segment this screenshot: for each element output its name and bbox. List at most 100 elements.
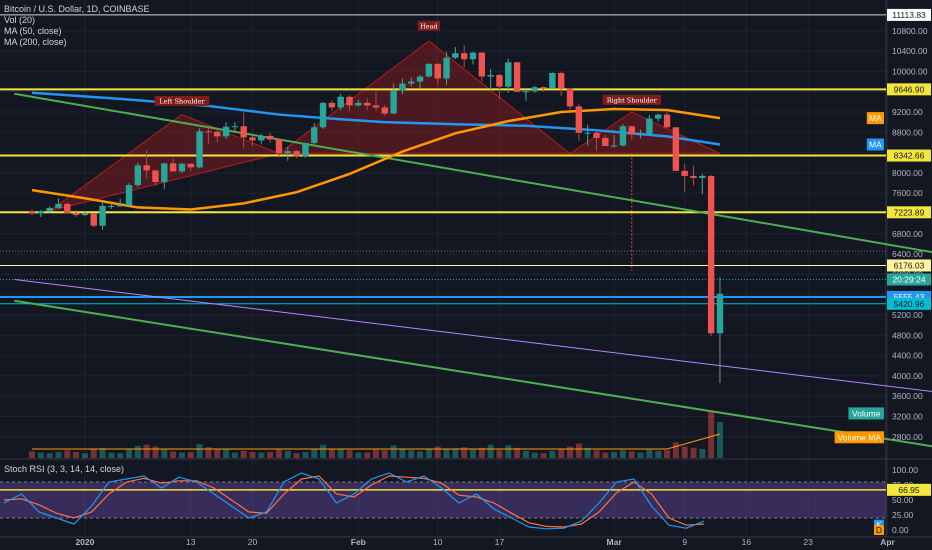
price-tag-label: 9646.90 <box>894 84 925 94</box>
candle <box>610 145 618 147</box>
volume-bar <box>372 449 379 458</box>
candle <box>205 131 212 133</box>
candle <box>399 83 406 91</box>
volume-bar <box>390 445 397 458</box>
volume-bar <box>452 448 459 458</box>
volume-bar <box>108 452 115 458</box>
candle <box>311 127 318 143</box>
candle <box>152 170 159 183</box>
price-axis-label: 7600.00 <box>892 188 923 198</box>
candle <box>602 137 609 147</box>
volume-bar <box>443 449 450 458</box>
series-tag-label: Volume MA <box>838 432 882 442</box>
candle <box>390 90 397 114</box>
volume-bar <box>575 443 582 458</box>
stoch-series-tag <box>874 525 884 535</box>
candle <box>196 131 203 168</box>
volume-bar <box>161 449 168 458</box>
candle <box>90 213 97 226</box>
stoch-k-line <box>3 472 705 530</box>
candle <box>240 126 247 138</box>
ma200-legend: MA (200, close) <box>4 37 67 47</box>
volume-bar <box>664 450 671 458</box>
candle <box>214 131 221 137</box>
volume-bar <box>514 447 521 458</box>
candle <box>575 106 583 133</box>
volume-bar <box>320 444 327 458</box>
candle <box>434 63 441 79</box>
candle <box>584 132 591 134</box>
stoch-axis-label: 25.00 <box>892 510 914 520</box>
volume-bar <box>716 422 723 458</box>
price-tag <box>887 83 931 96</box>
volume-bar <box>381 450 388 458</box>
price-tag-label: 5555.43 <box>894 292 925 302</box>
volume-bar <box>690 447 697 458</box>
candle <box>328 102 336 108</box>
volume-bar <box>275 449 282 458</box>
stoch-tag <box>887 483 931 496</box>
volume-bar <box>205 447 212 458</box>
candle <box>355 102 362 106</box>
candle <box>55 203 62 208</box>
volume-bar <box>619 450 626 458</box>
candle <box>28 211 36 214</box>
candle <box>496 74 503 87</box>
volume-bar <box>99 447 106 458</box>
price-tag <box>887 259 931 272</box>
volume-bar <box>187 452 194 458</box>
left-shoulder-label-text: Left Shoulder <box>159 97 205 105</box>
volume-bar <box>293 453 300 458</box>
candle <box>169 163 177 172</box>
candle <box>531 87 538 92</box>
trend-line-green_lower <box>14 299 932 448</box>
volume-bar <box>584 447 591 458</box>
stoch-band <box>0 482 886 518</box>
price-axis-label: 6400.00 <box>892 249 923 259</box>
price-tag <box>887 273 931 286</box>
stoch-axis-label: 0.00 <box>892 525 909 535</box>
price-axis-label: 3200.00 <box>892 411 923 421</box>
volume-bar <box>628 451 635 458</box>
price-tag <box>887 8 931 21</box>
time-axis-label: 10 <box>433 537 443 547</box>
price-axis-label: 3600.00 <box>892 391 923 401</box>
candle <box>646 118 653 135</box>
candle <box>505 62 512 87</box>
right-shoulder-shape <box>568 111 721 155</box>
volume-legend: Vol (20) <box>4 15 36 25</box>
time-axis-label: 16 <box>742 537 752 547</box>
volume-bar <box>470 449 476 458</box>
candle <box>72 213 80 216</box>
volume-bar <box>567 446 574 458</box>
series-tag <box>848 407 884 420</box>
candle <box>655 114 662 119</box>
candle <box>699 175 706 178</box>
volume-bar <box>196 444 203 458</box>
volume-bar <box>355 452 362 458</box>
candle <box>707 175 715 334</box>
volume-bar <box>258 452 265 458</box>
candle <box>81 213 89 216</box>
price-axis-label: 8800.00 <box>892 127 923 137</box>
candle <box>275 139 283 154</box>
volume-bar <box>699 449 706 458</box>
volume-bar <box>73 452 80 458</box>
candle <box>134 165 142 186</box>
price-tag-label: 6176.03 <box>894 260 925 270</box>
left-shoulder-label: Left Shoulder <box>154 95 210 106</box>
price-tag-label: 20:29:24 <box>892 274 925 284</box>
price-tag-label: 7223.89 <box>894 207 925 217</box>
ma50-line <box>31 107 721 211</box>
volume-bar <box>364 452 371 458</box>
candle <box>258 135 265 141</box>
candle <box>716 293 724 334</box>
volume-bar <box>505 445 512 458</box>
time-axis-label: 20 <box>248 537 258 547</box>
time-axis-label: Feb <box>351 537 366 547</box>
candle <box>443 57 450 79</box>
candle <box>663 114 671 128</box>
volume-bar <box>81 453 88 458</box>
volume-bar <box>126 449 133 458</box>
